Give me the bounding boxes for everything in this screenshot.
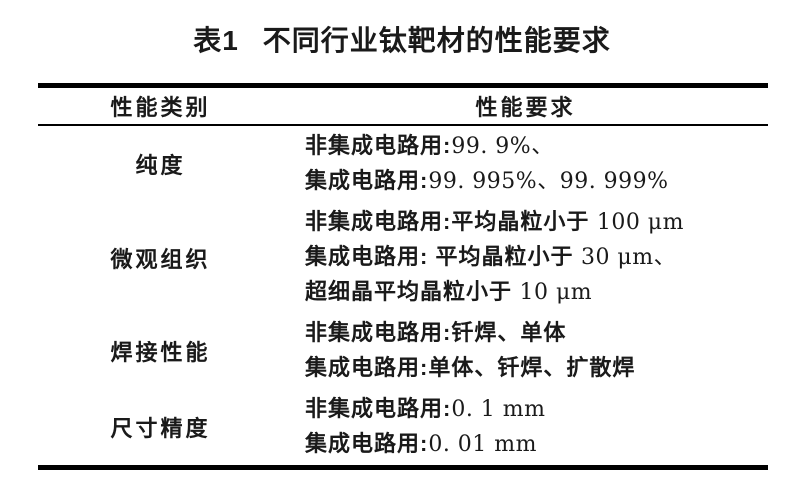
- row-category: 纯度: [135, 153, 186, 178]
- requirement-value: 30 μm、: [573, 245, 677, 270]
- requirement-text: 集成电路用:: [305, 431, 429, 456]
- table-header-row: 性能类别 性能要求: [38, 88, 768, 124]
- requirement-value: 99. 9%、: [451, 134, 554, 159]
- table-row-dimension-accuracy: 尺寸精度 非集成电路用:0. 1 mm 集成电路用:0. 01 mm: [38, 389, 768, 465]
- requirement-value: 99. 995%、99. 999%: [428, 169, 669, 194]
- table-title-text: 不同行业钛靶材的性能要求: [262, 25, 611, 56]
- table-header-rule: [38, 124, 768, 126]
- requirement-text: 非集成电路用:: [305, 133, 452, 158]
- requirement-text: 非集成电路用:: [305, 396, 452, 421]
- requirement-text: 集成电路用:单体、钎焊、扩散焊: [305, 355, 636, 380]
- requirement-line: 集成电路用:单体、钎焊、扩散焊: [305, 351, 768, 386]
- requirement-line: 非集成电路用:0. 1 mm: [305, 392, 768, 427]
- table-row-purity: 纯度 非集成电路用:99. 9%、 集成电路用:99. 995%、99. 999…: [38, 126, 768, 202]
- requirement-text: 非集成电路用:钎焊、单体: [305, 320, 567, 345]
- requirement-text: 非集成电路用:平均晶粒小于: [305, 209, 590, 234]
- table-row-welding: 焊接性能 非集成电路用:钎焊、单体 集成电路用:单体、钎焊、扩散焊: [38, 313, 768, 389]
- table-title: 表1 不同行业钛靶材的性能要求: [0, 26, 804, 56]
- table-top-rule: [38, 83, 768, 88]
- row-requirements: 非集成电路用:钎焊、单体 集成电路用:单体、钎焊、扩散焊: [283, 316, 768, 386]
- row-requirements: 非集成电路用:0. 1 mm 集成电路用:0. 01 mm: [283, 392, 768, 462]
- table-row-microstructure: 微观组织 非集成电路用:平均晶粒小于 100 μm 集成电路用: 平均晶粒小于 …: [38, 202, 768, 313]
- requirement-text: 超细晶平均晶粒小于: [305, 279, 513, 304]
- requirement-line: 集成电路用: 平均晶粒小于 30 μm、: [305, 240, 768, 275]
- table-title-label: 表1: [193, 25, 239, 56]
- row-category: 焊接性能: [110, 340, 211, 365]
- row-category: 微观组织: [110, 246, 211, 272]
- row-requirements: 非集成电路用:平均晶粒小于 100 μm 集成电路用: 平均晶粒小于 30 μm…: [283, 205, 768, 310]
- header-performance-requirement: 性能要求: [475, 95, 576, 120]
- requirement-value: 10 μm: [512, 280, 593, 305]
- requirement-text: 集成电路用:: [305, 168, 429, 193]
- row-requirements: 非集成电路用:99. 9%、 集成电路用:99. 995%、99. 999%: [283, 129, 768, 199]
- requirement-line: 非集成电路用:钎焊、单体: [305, 316, 768, 351]
- table-bottom-rule: [38, 465, 768, 470]
- requirement-line: 超细晶平均晶粒小于 10 μm: [305, 275, 768, 310]
- performance-table: 性能类别 性能要求 纯度 非集成电路用:99. 9%、 集成电路用:99. 99…: [38, 83, 768, 470]
- requirement-line: 非集成电路用:平均晶粒小于 100 μm: [305, 205, 768, 240]
- header-performance-category: 性能类别: [110, 95, 211, 120]
- requirement-value: 100 μm: [589, 210, 684, 235]
- requirement-value: 0. 01 mm: [428, 432, 538, 457]
- requirement-line: 集成电路用:99. 995%、99. 999%: [305, 164, 768, 199]
- requirement-value: 0. 1 mm: [451, 397, 546, 422]
- requirement-line: 非集成电路用:99. 9%、: [305, 129, 768, 164]
- row-category: 尺寸精度: [110, 416, 211, 441]
- requirement-line: 集成电路用:0. 01 mm: [305, 427, 768, 462]
- requirement-text: 集成电路用: 平均晶粒小于: [305, 244, 574, 269]
